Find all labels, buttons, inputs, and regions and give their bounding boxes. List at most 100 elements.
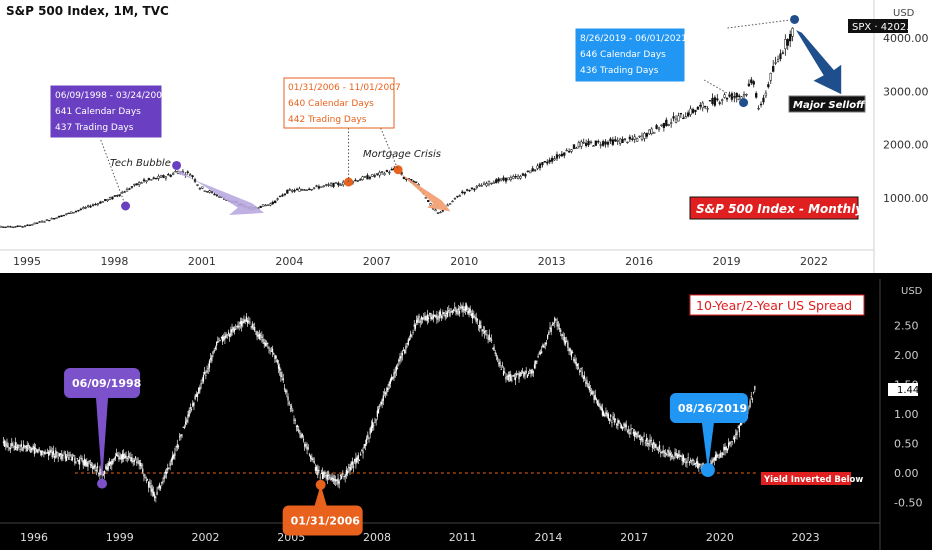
spread-candle-body (164, 471, 166, 474)
covid-start-dot (739, 98, 749, 108)
spread-candle-body (676, 454, 679, 459)
callout-2019-label: 08/26/2019 (678, 402, 747, 415)
spread-candle-body (177, 446, 180, 447)
spread-candle-body (588, 386, 590, 391)
spread-candle-body (76, 458, 78, 459)
spread-candle-body (215, 342, 218, 346)
spread-candle-body (8, 447, 10, 449)
spread-candle-body (233, 328, 236, 332)
spread-candle-body (286, 390, 288, 393)
spread-candle-body (641, 437, 643, 440)
spx-candle-body (322, 185, 325, 187)
spread-candle-body (193, 402, 195, 406)
spx-candle-body (660, 124, 663, 126)
spread-candle-body (593, 395, 595, 401)
spread-candle-body (492, 348, 494, 349)
spx-candle-body (507, 177, 510, 181)
spx-candle-body (189, 174, 192, 177)
spx-candle-body (363, 176, 367, 178)
spread-candle-body (339, 474, 342, 476)
spx-candle-body (786, 39, 789, 46)
spx-candle-body (325, 184, 328, 186)
spread-candle-body (476, 319, 478, 321)
spx-candle-body (509, 177, 512, 181)
spread-candle-body (251, 323, 253, 328)
spread-panel[interactable]: -0.500.000.501.001.502.002.50USD19961999… (0, 279, 932, 550)
spread-candle-body (126, 457, 128, 459)
spread-candle-body (506, 376, 508, 377)
info-box-0-line-2: 437 Trading Days (55, 123, 134, 133)
spread-candle-body (592, 391, 594, 395)
spx-chart-svg[interactable]: 1000.00 2000.00 3000.00 4000.00 USD 1995 1998 2… (0, 0, 932, 273)
spread-candle-body (401, 353, 403, 356)
spread-candle-body (582, 376, 584, 379)
spx-candle-body (162, 174, 165, 178)
spread-candle-body (26, 444, 28, 452)
spread-candle-body (154, 494, 156, 499)
spx-candle-body (147, 178, 151, 181)
spread-candle-body (112, 459, 114, 464)
spread-candle-body (561, 334, 563, 337)
spread-candle-body (95, 470, 97, 472)
spread-candle-body (125, 455, 127, 458)
spread-candle-body (90, 464, 93, 466)
spread-candle-body (235, 328, 237, 330)
spread-candle-body (683, 459, 686, 461)
spread-candle-body (49, 450, 51, 455)
spread-candle-body (117, 454, 119, 457)
spread-candle-body (305, 444, 307, 447)
spx-y-tick-3: 4000.00 (883, 32, 929, 45)
spread-candle-body (479, 321, 481, 329)
spread-candle-body (223, 336, 225, 341)
spread-candle-body (29, 446, 31, 448)
spx-candle-body (684, 116, 687, 119)
spread-candle-body (236, 326, 238, 327)
spread-candle-body (668, 451, 670, 457)
spread-candle-body (317, 469, 319, 476)
spread-candle-body (13, 446, 15, 448)
spx-candle-body (784, 39, 787, 49)
spread-candle-body (691, 460, 693, 462)
spread-candle-body (205, 375, 207, 376)
callout-2019-dot (700, 463, 715, 478)
spx-candle-body (45, 219, 49, 221)
spread-candle-body (719, 453, 721, 458)
spx-candle-body (738, 95, 741, 97)
spx-candle-body (448, 203, 452, 205)
spx-candle-body (623, 138, 627, 140)
spread-candle-body (368, 437, 370, 439)
spread-candle-body (726, 448, 729, 451)
spread-candle-body (364, 443, 367, 446)
spread-candle-body (642, 438, 644, 442)
spread-candle-body (337, 478, 339, 485)
spx-candle-body (533, 169, 537, 171)
spx-candle-body (672, 116, 675, 119)
spx-candle-body (694, 109, 697, 112)
spread-candle-body (354, 458, 356, 462)
spread-candle-body (321, 472, 324, 479)
spread-candle-body (268, 347, 270, 349)
spread-candle-body (83, 459, 85, 466)
spx-candle-body (60, 215, 63, 217)
spread-candle-body (9, 448, 12, 449)
spread-candle-body (514, 377, 517, 381)
spread-y-tick-5: 2.00 (894, 349, 919, 362)
spread-candle-body (306, 446, 308, 450)
spread-y-tick-0: -0.50 (894, 497, 922, 510)
spread-candle-body (14, 442, 16, 450)
tech-peak-dot (172, 160, 182, 170)
panel-separator[interactable] (0, 273, 932, 279)
spread-candle-body (132, 461, 134, 462)
spx-panel[interactable]: 1000.00 2000.00 3000.00 4000.00 USD 1995 1998 2… (0, 0, 932, 273)
spread-candle-body (748, 407, 750, 409)
spx-currency-label: USD (893, 8, 915, 19)
spread-candle-body (429, 313, 431, 315)
spread-candle-body (27, 445, 30, 446)
spx-candle-body (558, 154, 561, 157)
spread-candle-body (501, 365, 503, 367)
spx-candle-body (271, 201, 274, 205)
spx-candle-body (152, 177, 155, 179)
spx-candle-body (582, 142, 585, 144)
spread-chart-svg[interactable]: -0.500.000.501.001.502.002.50USD19961999… (0, 279, 932, 550)
